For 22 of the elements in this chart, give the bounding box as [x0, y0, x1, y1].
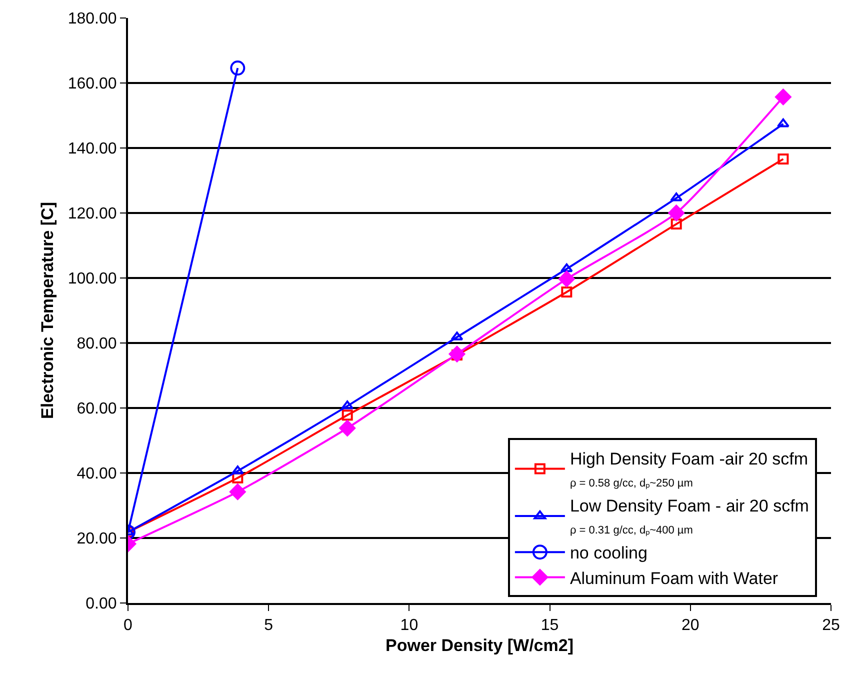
y-tick-label: 60.00: [76, 400, 117, 418]
y-axis-title: Electronic Temperature [C]: [38, 202, 57, 419]
legend-label: no cooling: [570, 544, 648, 563]
x-tick-label: 20: [682, 617, 700, 634]
x-tick-label: 10: [400, 617, 418, 634]
y-tick-label: 20.00: [76, 530, 117, 548]
x-tick-label: 5: [264, 617, 274, 634]
x-tick-label: 25: [822, 617, 840, 634]
y-tick-label: 180.00: [68, 10, 117, 28]
x-axis-title: Power Density [W/cm2]: [386, 636, 574, 656]
y-tick-label: 100.00: [68, 270, 117, 288]
legend-label: High Density Foam -air 20 scfm ρ = 0.58 g/cc, dₚ~250 µm: [570, 449, 808, 490]
y-tick-label: 160.00: [68, 76, 117, 93]
x-tick-label: 0: [124, 617, 133, 634]
y-tick-label: 140.00: [68, 140, 117, 158]
x-tick-label: 15: [540, 617, 559, 634]
legend-label: Aluminum Foam with Water: [570, 568, 778, 588]
y-tick-label: 40.00: [76, 466, 117, 483]
y-tick-label: 120.00: [68, 206, 117, 223]
y-tick-label: 80.00: [76, 336, 117, 353]
y-tick-label: 0.00: [86, 596, 117, 613]
legend-label: Low Density Foam - air 20 scfm ρ = 0.31 g/cc, dₚ~400 µm: [570, 496, 809, 537]
